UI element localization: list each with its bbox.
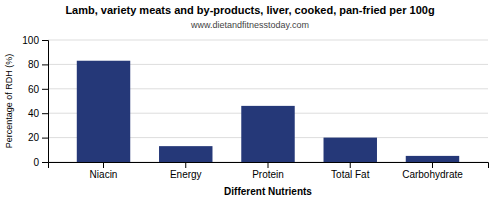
bar <box>159 146 212 162</box>
subtitle: www.dietandfitnesstoday.com <box>190 20 309 30</box>
x-tick-label: Niacin <box>90 169 118 180</box>
x-tick-label: Carbohydrate <box>402 169 463 180</box>
x-tick: Carbohydrate <box>402 162 463 180</box>
y-tick-mark <box>42 113 48 114</box>
x-axis-line <box>49 163 489 169</box>
x-tick-mark <box>103 162 104 168</box>
y-axis: 0 20 40 60 80 100 <box>22 35 48 168</box>
chart: Lamb, variety meats and by-products, liv… <box>0 0 500 200</box>
y-tick: 80 <box>28 59 48 70</box>
grid-line <box>48 40 488 41</box>
x-tick-mark <box>185 162 186 168</box>
x-tick: Energy <box>170 162 202 180</box>
y-tick-label: 0 <box>33 157 39 168</box>
bars <box>77 61 459 162</box>
plot: Niacin Energy Protein Total Fat Carbohydrate… <box>22 35 488 180</box>
x-tick-mark <box>432 162 433 168</box>
title: Lamb, variety meats and by-products, liv… <box>65 4 434 16</box>
y-tick-label: 20 <box>28 132 40 143</box>
y-tick: 60 <box>28 84 48 95</box>
y-tick-mark <box>42 40 48 41</box>
x-tick-label: Energy <box>170 169 202 180</box>
y-tick: 40 <box>28 108 48 119</box>
y-tick-label: 100 <box>22 35 39 46</box>
x-tick: Protein <box>252 162 284 180</box>
x-tick-label: Protein <box>252 169 284 180</box>
x-tick-mark <box>268 162 269 168</box>
y-axis-line <box>42 41 49 163</box>
y-axis-label: Percentage of RDH (%) <box>4 54 14 149</box>
y-tick-mark <box>42 138 48 139</box>
y-tick: 100 <box>22 35 48 46</box>
x-tick-label: Total Fat <box>331 169 370 180</box>
y-tick-label: 80 <box>28 59 40 70</box>
y-tick-mark <box>42 89 48 90</box>
y-tick: 0 <box>33 157 48 168</box>
x-axis-label: Different Nutrients <box>224 186 312 197</box>
x-axis: Niacin Energy Protein Total Fat Carbohydrate <box>49 162 489 180</box>
bar <box>324 138 377 162</box>
grid <box>48 40 488 162</box>
y-tick: 20 <box>28 132 48 143</box>
x-tick: Niacin <box>90 162 118 180</box>
y-tick-mark <box>42 64 48 65</box>
y-tick-mark <box>42 162 48 163</box>
y-tick-label: 60 <box>28 84 40 95</box>
x-tick-mark <box>350 162 351 168</box>
y-tick-label: 40 <box>28 108 40 119</box>
bar <box>406 156 459 162</box>
x-tick: Total Fat <box>331 162 370 180</box>
bar <box>77 61 130 162</box>
bar <box>241 106 294 162</box>
